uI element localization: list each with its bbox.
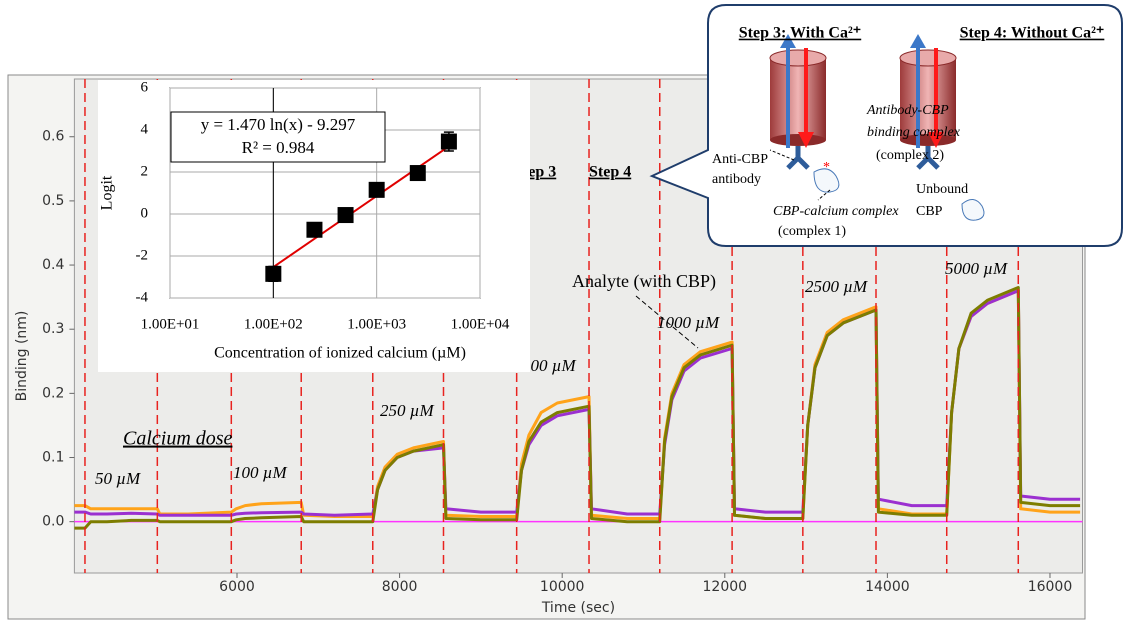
- calcium-mark: *: [823, 160, 830, 175]
- dose-label: 500 µM: [522, 356, 577, 375]
- sensor-top: [899, 49, 957, 67]
- calcium-dose-label: Calcium dose: [123, 428, 233, 450]
- y-tick-label: 0.5: [42, 193, 64, 209]
- step4-title: Step 4: Without Ca²⁺: [960, 25, 1105, 42]
- sensor-bottom: [770, 134, 826, 146]
- sensor-step3: *: [769, 34, 840, 201]
- dose-label: 100 µM: [233, 463, 288, 482]
- arrow-head: [780, 34, 796, 48]
- analyte-pointer: [635, 295, 699, 349]
- x-tick-label: 1.00E+02: [244, 316, 303, 332]
- y-tick-label: -4: [136, 289, 149, 305]
- step4-label: Step 4: [589, 164, 631, 181]
- x-tick-label: 12000: [703, 579, 748, 595]
- antibody-label: antibody: [712, 172, 761, 187]
- binding-trace: [74, 289, 1081, 520]
- cbp: [961, 199, 985, 221]
- data-point: [409, 165, 426, 182]
- cbp: [813, 168, 840, 193]
- dose-label: 1000 µM: [657, 313, 720, 332]
- arrow-head: [798, 132, 814, 148]
- data-point: [265, 265, 282, 282]
- unbound-label: Unbound: [916, 182, 968, 197]
- sensor-step4: [899, 34, 985, 221]
- x-tick-label: 1.00E+03: [347, 316, 406, 332]
- y-tick-label: 4: [141, 121, 149, 137]
- unbound-label: CBP: [916, 204, 943, 219]
- binding-trace: [74, 286, 1081, 530]
- sensor-top: [769, 49, 827, 67]
- x-tick-label: 8000: [382, 579, 418, 595]
- y-tick-label: 0: [141, 205, 149, 221]
- y-tick-label: 0.4: [42, 257, 64, 273]
- sensor-bottom: [900, 134, 956, 146]
- y-tick-label: 0.3: [42, 321, 64, 337]
- inset-chart: -4 -2 0 2 4 6 1.00E+01 1.00E+02 1.00E+03 1.00E+04…: [98, 79, 530, 372]
- x-tick-label: 10000: [540, 579, 585, 595]
- dose-label: 2500 µM: [805, 277, 868, 296]
- data-point: [440, 133, 457, 150]
- complex1-label: CBP-calcium complex: [773, 204, 899, 219]
- data-point: [306, 221, 323, 238]
- step3-title: Step 3: With Ca²⁺: [739, 25, 861, 42]
- complex2-label: binding complex: [867, 125, 961, 140]
- binding-trace: [74, 289, 1081, 517]
- y-tick-label: 0.0: [42, 514, 64, 530]
- x-tick-label: 6000: [219, 579, 255, 595]
- antibody: [786, 146, 810, 170]
- sensor-body: [770, 58, 826, 140]
- y-tick-label: 6: [141, 79, 149, 95]
- x-tick-label: 14000: [865, 579, 910, 595]
- complex2-label: (complex 2): [876, 148, 944, 163]
- data-point: [337, 207, 354, 224]
- equation: y = 1.470 ln(x) - 9.297: [201, 115, 356, 134]
- y-tick-label: 0.2: [42, 385, 64, 401]
- pointer: [769, 149, 795, 161]
- dose-label: 250 µM: [380, 401, 435, 420]
- dose-label: 5000 µM: [945, 259, 1008, 278]
- x-tick-label: 16000: [1028, 579, 1073, 595]
- antibody-label: Anti-CBP: [712, 152, 768, 167]
- y-tick-label: 0.6: [42, 129, 64, 145]
- data-point: [368, 181, 385, 198]
- y-axis-label: Binding (nm): [14, 311, 30, 402]
- sensor-body: [900, 58, 956, 140]
- complex1-label: (complex 1): [778, 224, 846, 239]
- y-tick-label: 2: [141, 163, 149, 179]
- x-axis-label: Time (sec): [541, 600, 615, 616]
- pointer: [817, 189, 831, 201]
- y-axis-label: Logit: [99, 175, 116, 210]
- callout-bubble: [649, 4, 1123, 247]
- callout: * Step 3: With Ca²⁺ Step 4: Without Ca²⁺…: [649, 4, 1123, 247]
- arrow-head: [910, 34, 926, 48]
- complex2-label: Antibody-CBP: [866, 103, 949, 118]
- dose-label: 50 µM: [95, 469, 141, 488]
- antibody: [916, 146, 940, 170]
- analyte-label: Analyte (with CBP): [572, 271, 716, 292]
- x-axis-label: Concentration of ionized calcium (µM): [214, 345, 466, 362]
- arrow-head: [928, 132, 944, 148]
- r-squared: R² = 0.984: [242, 138, 315, 157]
- x-tick-label: 1.00E+04: [451, 316, 510, 332]
- x-tick-label: 1.00E+01: [141, 316, 200, 332]
- y-tick-label: 0.1: [42, 450, 64, 466]
- equation-box: [170, 111, 386, 163]
- y-tick-label: -2: [136, 247, 149, 263]
